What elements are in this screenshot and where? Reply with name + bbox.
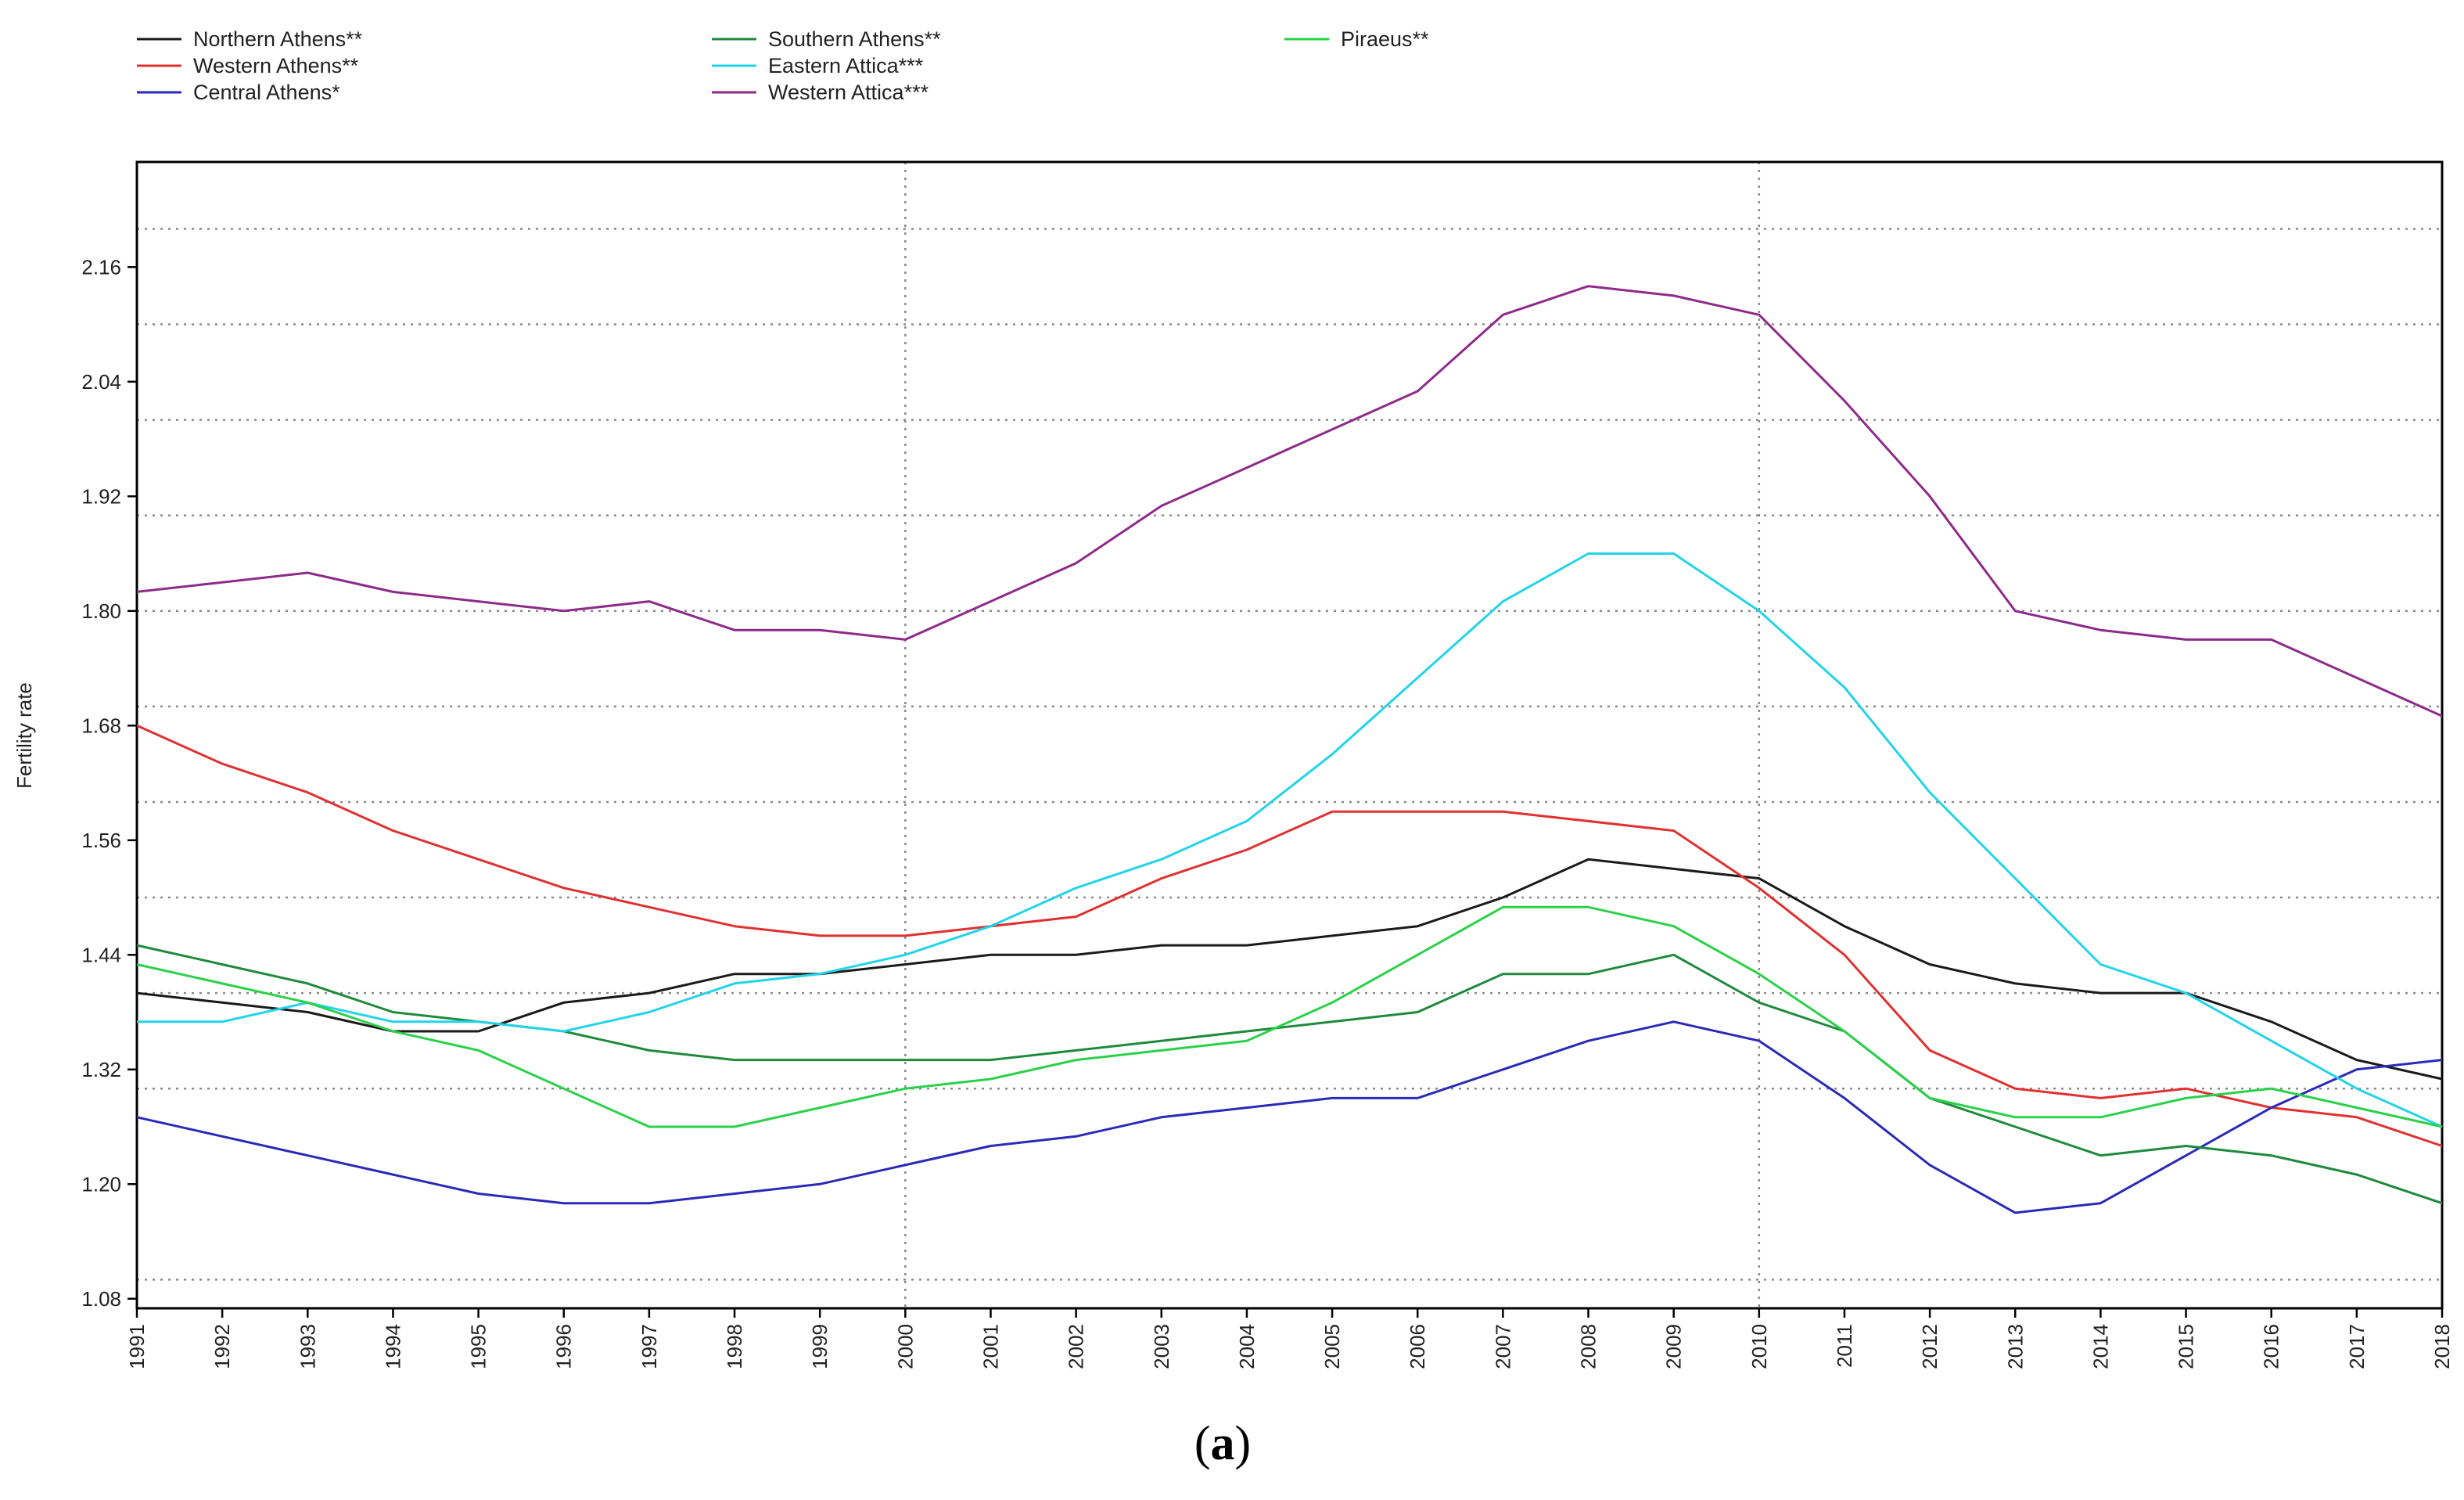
figure-caption: (a) bbox=[1194, 1417, 1251, 1470]
caption-open-paren: ( bbox=[1194, 1417, 1211, 1470]
x-tick-label: 2011 bbox=[1833, 1324, 1856, 1368]
series-line-central-athens bbox=[136, 1020, 2443, 1214]
series-layer bbox=[136, 285, 2443, 1214]
legend-label: Western Attica*** bbox=[768, 81, 929, 104]
y-tick-label: 1.32 bbox=[81, 1058, 121, 1081]
caption-close-paren: ) bbox=[1235, 1417, 1252, 1470]
x-tick-label: 1993 bbox=[296, 1324, 319, 1369]
y-tick-label: 2.04 bbox=[81, 370, 121, 394]
x-tick-label: 2013 bbox=[2003, 1324, 2027, 1369]
legend-label: Central Athens* bbox=[193, 81, 340, 104]
x-tick-label: 2009 bbox=[1662, 1324, 1686, 1369]
x-tick-label: 1991 bbox=[125, 1324, 149, 1369]
x-tick-label: 2015 bbox=[2175, 1324, 2198, 1369]
series-line-western-athens bbox=[136, 724, 2443, 1147]
plot-frame bbox=[135, 160, 2444, 1310]
series-line-western-attica bbox=[136, 285, 2443, 718]
grid-lines bbox=[137, 162, 2442, 1308]
x-tick-label: 2004 bbox=[1235, 1324, 1259, 1369]
x-tick-label: 2012 bbox=[1918, 1324, 1941, 1369]
legend-item-central-athens: Central Athens* bbox=[137, 81, 340, 104]
legend-item-western-athens: Western Athens** bbox=[137, 54, 359, 77]
x-tick-label: 2010 bbox=[1747, 1324, 1771, 1369]
legend-label: Western Athens** bbox=[193, 54, 359, 77]
caption-label: a bbox=[1211, 1417, 1235, 1470]
y-axis: 1.08 1.20 1.32 1.44 1.56 1.68 1.80 1.92 2.04 2.16 bbox=[81, 255, 137, 1311]
series-line-eastern-attica bbox=[137, 552, 2443, 1128]
x-tick-label: 1994 bbox=[381, 1324, 404, 1369]
series-line-southern-athens bbox=[136, 944, 2443, 1205]
legend-item-northern-athens: Northern Athens** bbox=[137, 27, 363, 51]
x-tick-label: 2017 bbox=[2345, 1324, 2369, 1369]
x-tick-label: 2001 bbox=[979, 1324, 1002, 1369]
x-tick-label: 1997 bbox=[638, 1324, 661, 1369]
y-tick-label: 2.16 bbox=[81, 255, 121, 279]
x-tick-label: 1999 bbox=[808, 1324, 832, 1369]
y-tick-label: 1.80 bbox=[81, 599, 121, 623]
legend-item-eastern-attica: Eastern Attica*** bbox=[712, 54, 924, 77]
legend-item-western-attica: Western Attica*** bbox=[712, 81, 929, 104]
y-tick-label: 1.92 bbox=[81, 484, 121, 508]
y-tick-label: 1.68 bbox=[81, 714, 121, 737]
legend: Northern Athens** Western Athens** Central… bbox=[137, 27, 1429, 104]
x-tick-label: 2003 bbox=[1150, 1324, 1173, 1369]
legend-label: Southern Athens** bbox=[768, 27, 941, 51]
y-tick-label: 1.20 bbox=[81, 1172, 121, 1196]
y-tick-label: 1.08 bbox=[81, 1287, 121, 1311]
legend-label: Northern Athens** bbox=[193, 27, 363, 51]
x-tick-label: 2014 bbox=[2089, 1324, 2112, 1369]
y-tick-label: 1.44 bbox=[81, 943, 121, 966]
legend-item-piraeus: Piraeus** bbox=[1284, 27, 1429, 51]
x-tick-label: 2016 bbox=[2260, 1324, 2283, 1369]
x-tick-label: 2006 bbox=[1406, 1324, 1429, 1369]
y-tick-label: 1.56 bbox=[81, 829, 121, 852]
x-tick-label: 2000 bbox=[893, 1324, 917, 1369]
series-line-piraeus bbox=[136, 905, 2443, 1128]
x-tick-label: 1995 bbox=[467, 1324, 490, 1369]
series-line-northern-athens bbox=[136, 858, 2443, 1081]
x-tick-label: 1998 bbox=[723, 1324, 746, 1369]
x-tick-label: 2008 bbox=[1577, 1324, 1600, 1369]
x-tick-label: 1992 bbox=[210, 1324, 234, 1369]
x-tick-label: 2007 bbox=[1491, 1324, 1514, 1369]
legend-label: Eastern Attica*** bbox=[768, 54, 924, 77]
legend-label: Piraeus** bbox=[1341, 27, 1429, 51]
x-tick-label: 2002 bbox=[1065, 1324, 1088, 1369]
x-tick-label: 2005 bbox=[1320, 1324, 1344, 1369]
legend-item-southern-athens: Southern Athens** bbox=[712, 27, 941, 51]
y-axis-label: Fertility rate bbox=[13, 682, 36, 789]
x-tick-label: 2018 bbox=[2430, 1324, 2454, 1369]
x-tick-label: 1996 bbox=[552, 1324, 576, 1369]
x-axis: 1991 1992 1993 1994 1995 1996 1997 1998 1999 2000… bbox=[125, 1308, 2454, 1369]
